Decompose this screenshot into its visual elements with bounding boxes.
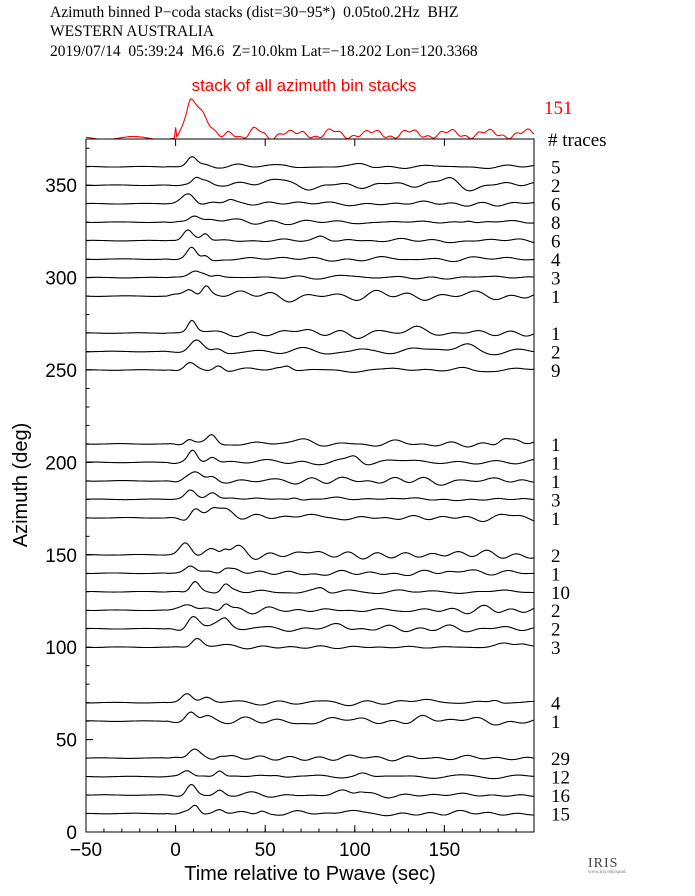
- trace-count-label: 9: [551, 361, 561, 382]
- trace-count-label: 8: [551, 213, 561, 234]
- y-tick-label: 250: [45, 361, 77, 382]
- trace-count-label: 4: [551, 250, 561, 271]
- azimuth-trace-170: [86, 507, 535, 523]
- azimuth-trace-290: [85, 285, 535, 303]
- azimuth-trace-210: [86, 434, 535, 448]
- trace-count-label: 4: [551, 694, 561, 715]
- azimuth-trace-260: [86, 339, 535, 356]
- azimuth-trace-100: [85, 637, 535, 650]
- trace-count-label: 3: [551, 490, 561, 511]
- azimuth-trace-360: [86, 156, 535, 169]
- azimuth-trace-40: [86, 748, 535, 762]
- y-tick-label: 150: [45, 546, 77, 567]
- azimuth-trace-10: [85, 804, 534, 817]
- x-tick-label: 50: [255, 840, 276, 861]
- y-tick-label: 50: [56, 731, 77, 752]
- azimuth-trace-310: [86, 246, 534, 263]
- azimuth-trace-110: [86, 616, 535, 633]
- trace-count-label: 1: [551, 287, 561, 308]
- y-tick-label: 0: [66, 823, 77, 844]
- y-tick-label: 100: [45, 638, 77, 659]
- azimuth-trace-120: [86, 603, 535, 615]
- azimuth-trace-60: [86, 711, 535, 726]
- trace-count-label: 2: [551, 601, 561, 622]
- iris-logo: IRIS www.iris.edu/spud: [588, 856, 626, 875]
- azimuth-trace-150: [86, 542, 535, 560]
- azimuth-trace-20: [85, 783, 534, 799]
- trace-count-label: 1: [551, 712, 561, 733]
- azimuth-trace-70: [86, 693, 534, 707]
- trace-count-label: 12: [551, 768, 570, 789]
- azimuth-trace-340: [86, 193, 535, 207]
- summary-stack-label: stack of all azimuth bin stacks: [192, 76, 417, 95]
- azimuth-trace-140: [86, 565, 535, 577]
- trace-count-label: 1: [551, 453, 561, 474]
- trace-count-label: 29: [551, 749, 570, 770]
- azimuth-trace-330: [86, 215, 535, 226]
- azimuth-trace-200: [86, 449, 535, 466]
- azimuth-trace-250: [86, 362, 534, 373]
- azimuth-trace-30: [86, 770, 535, 780]
- trace-count-header: # traces: [548, 130, 607, 151]
- trace-count-label: 2: [551, 176, 561, 197]
- trace-count-label: 3: [551, 638, 561, 659]
- trace-count-label: 6: [551, 195, 561, 216]
- azimuth-trace-320: [86, 229, 535, 244]
- x-axis-label: Time relative to Pwave (sec): [184, 863, 436, 885]
- trace-count-label: 6: [551, 232, 561, 253]
- azimuth-trace-270: [86, 319, 535, 339]
- azimuth-trace-130: [86, 581, 535, 595]
- trace-count-label: 1: [551, 472, 561, 493]
- trace-count-label: 3: [551, 269, 561, 290]
- header-region: WESTERN AUSTRALIA: [50, 23, 215, 40]
- trace-count-label: 1: [551, 564, 561, 585]
- x-tick-label: 150: [429, 840, 461, 861]
- y-axis-label: Azimuth (deg): [10, 423, 32, 548]
- trace-count-label: 1: [551, 509, 561, 530]
- trace-count-label: 2: [551, 546, 561, 567]
- azimuth-trace-180: [85, 489, 535, 502]
- azimuth-trace-300: [85, 270, 535, 280]
- trace-count-label: 2: [551, 343, 561, 364]
- trace-count-label: 16: [551, 786, 570, 807]
- summary-stack: stack of all azimuth bin stacks 151 # tr…: [85, 76, 607, 151]
- header-title: Azimuth binned P−coda stacks (dist=30−95…: [50, 4, 459, 21]
- trace-count-label: 5: [551, 158, 561, 179]
- y-tick-label: 200: [45, 453, 77, 474]
- plot-frame: [85, 138, 535, 833]
- azimuth-trace-190: [85, 471, 535, 486]
- y-tick-label: 350: [45, 176, 77, 197]
- trace-count-label: 1: [551, 435, 561, 456]
- azimuth-trace-350: [86, 176, 535, 192]
- x-tick-label: 100: [339, 840, 371, 861]
- trace-count-label: 15: [551, 805, 570, 826]
- x-tick-label: 0: [170, 840, 181, 861]
- header-event-info: 2019/07/14 05:39:24 M6.6 Z=10.0km Lat=−1…: [50, 43, 478, 60]
- x-tick-label: −50: [70, 840, 102, 861]
- y-tick-label: 300: [45, 269, 77, 290]
- summary-trace-count: 151: [544, 98, 573, 119]
- trace-count-label: 2: [551, 620, 561, 641]
- trace-count-label: 10: [551, 583, 570, 604]
- trace-group: [85, 156, 535, 817]
- summary-stack-trace: [85, 98, 535, 140]
- trace-count-label: 1: [551, 324, 561, 345]
